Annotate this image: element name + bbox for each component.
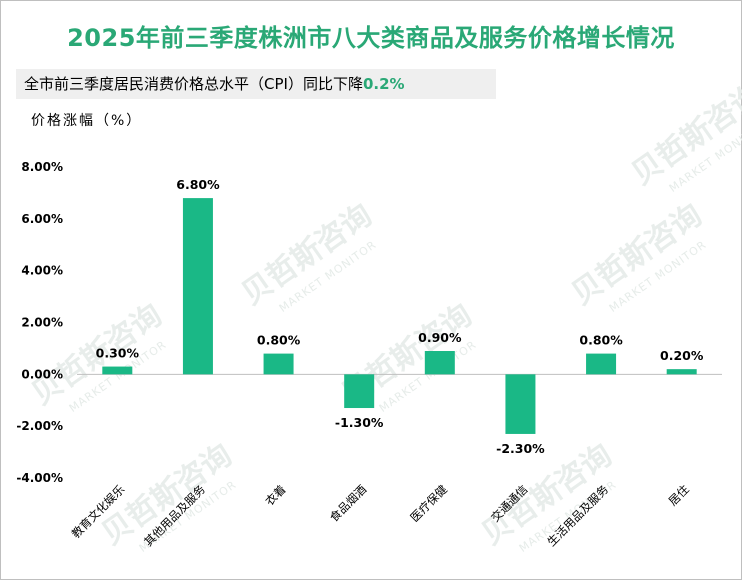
data-label: 0.20% (660, 348, 704, 363)
subtitle-text: 全市前三季度居民消费价格总水平（CPI）同比下降 (24, 75, 363, 93)
y-tick-label: 6.00% (21, 212, 63, 226)
x-tick-label: 食品烟酒 (327, 482, 369, 524)
y-tick-label: 0.00% (21, 367, 63, 381)
bar (505, 374, 536, 434)
bar (344, 374, 375, 409)
data-label: -2.30% (496, 441, 545, 456)
x-tick-label: 交通通信 (488, 482, 530, 524)
y-tick-label: -4.00% (16, 471, 63, 485)
chart-title: 2025年前三季度株洲市八大类商品及服务价格增长情况 (67, 24, 675, 52)
bar (424, 351, 455, 375)
y-axis-label: 价格涨幅（%） (31, 113, 143, 129)
x-tick-label: 教育文化娱乐 (69, 482, 128, 541)
x-tick-label: 衣着 (263, 482, 289, 508)
y-tick-label: 2.00% (21, 316, 63, 330)
x-tick-label: 医疗保健 (408, 482, 451, 525)
bar (666, 369, 697, 375)
data-label: 0.80% (579, 333, 623, 348)
data-label: -1.30% (335, 415, 384, 430)
y-tick-label: 8.00% (21, 160, 63, 174)
bar (102, 366, 133, 375)
x-tick-label: 其他用品及服务 (141, 482, 208, 549)
bar (182, 198, 213, 375)
data-label: 6.80% (176, 177, 220, 192)
data-label: 0.80% (257, 333, 301, 348)
x-tick-label: 居住 (666, 482, 693, 509)
subtitle-box: 全市前三季度居民消费价格总水平（CPI）同比下降0.2% (16, 69, 496, 99)
y-tick-label: 4.00% (21, 264, 63, 278)
y-tick-label: -2.00% (16, 419, 63, 433)
data-label: 0.90% (418, 330, 462, 345)
x-tick-label: 生活用品及服务 (544, 482, 611, 549)
data-label: 0.30% (96, 346, 140, 361)
bar (263, 353, 294, 375)
bar (586, 353, 617, 375)
subtitle-highlight-value: 0.2% (362, 75, 405, 93)
